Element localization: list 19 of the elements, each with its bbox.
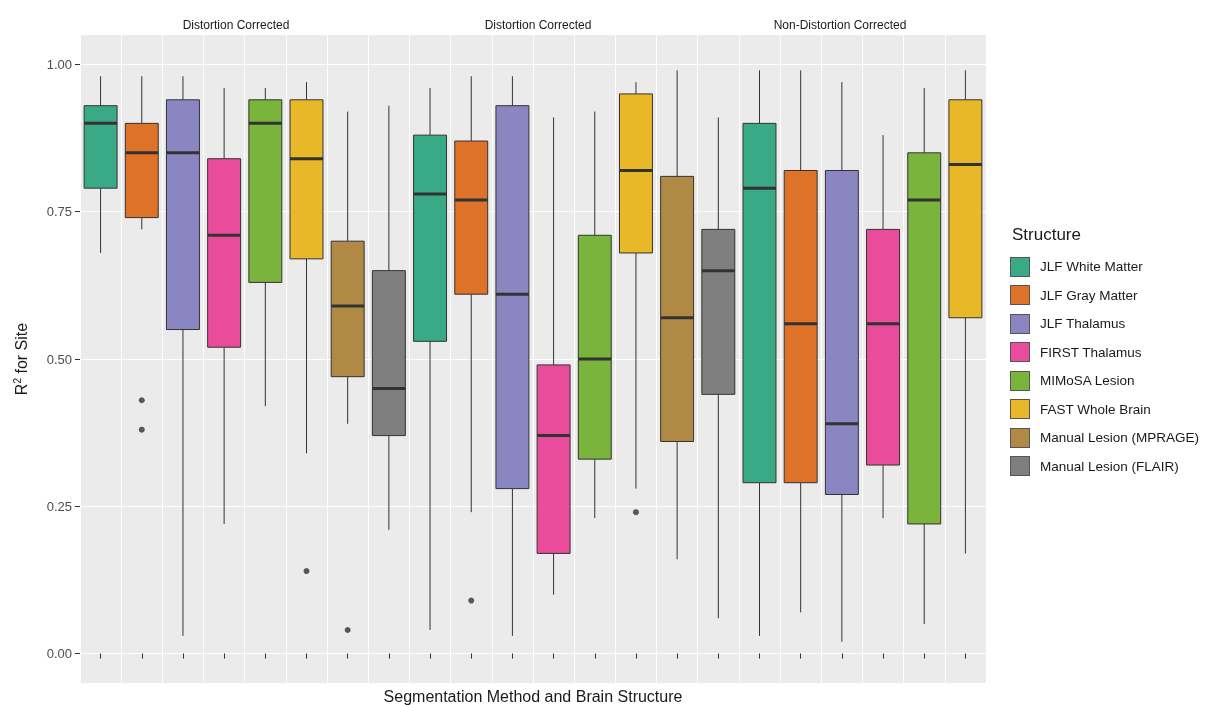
y-tick-label: 0.50 [46,351,72,367]
legend-label: MIMoSA Lesion [1040,373,1135,389]
legend-label: JLF White Matter [1040,259,1143,275]
text: Distortion Corrected [182,18,290,32]
legend-title: Structure [1012,224,1082,245]
y-tick-label: 0.25 [46,498,72,514]
y-tick-label: 0.75 [46,204,72,220]
x-axis-title: Segmentation Method and Brain Structure [383,687,683,705]
legend-label: Manual Lesion (MPRAGE) [1040,430,1200,446]
legend-label: FIRST Thalamus [1040,344,1142,360]
y-axis-title: R2 for Site [11,322,30,396]
y-tick-label: 1.00 [46,56,72,72]
text: Non-Distortion Corrected [773,18,907,32]
legend-label: JLF Gray Matter [1040,287,1138,303]
y-tick-label: 0.00 [46,646,72,662]
legend-label: Manual Lesion (FLAIR) [1040,458,1179,474]
text: Distortion Corrected [484,18,592,32]
legend-label: JLF Thalamus [1040,316,1126,332]
legend-label: FAST Whole Brain [1040,401,1151,417]
